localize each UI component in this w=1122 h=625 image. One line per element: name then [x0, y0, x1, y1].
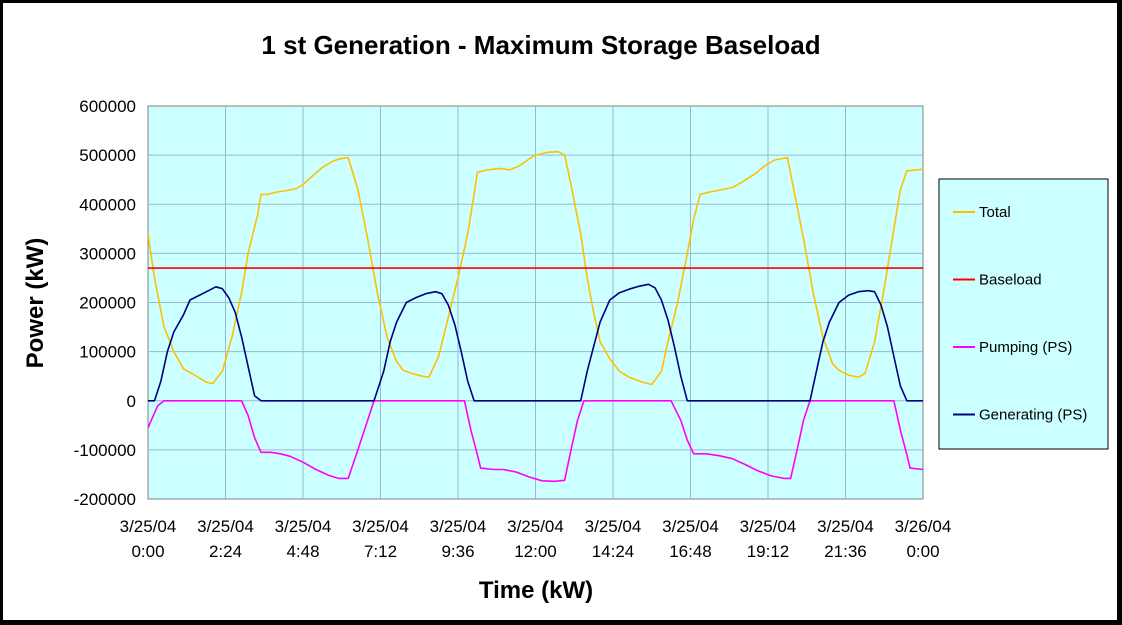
y-tick-label: 100000 — [79, 343, 136, 362]
x-tick-label: 3/25/04 7:12 — [352, 517, 409, 561]
y-axis-title: Power (kW) — [22, 238, 49, 369]
y-tick-label: 300000 — [79, 244, 136, 263]
legend-box — [938, 178, 1109, 450]
x-tick-label: 3/25/04 19:12 — [740, 517, 797, 561]
x-tick-label: 3/25/04 2:24 — [197, 517, 254, 561]
legend-label: Generating (PS) — [979, 407, 1087, 424]
y-tick-label: 0 — [127, 392, 136, 411]
y-tick-label: 200000 — [79, 294, 136, 313]
x-tick-label: 3/25/04 0:00 — [120, 517, 177, 561]
legend-label: Pumping (PS) — [979, 339, 1072, 356]
legend-label: Baseload — [979, 272, 1042, 289]
series-line-pumping-ps — [148, 399, 923, 483]
x-tick-label: 3/25/04 12:00 — [507, 517, 564, 561]
x-axis-title: Time (kW) — [479, 577, 593, 604]
y-tick-label: 500000 — [79, 146, 136, 165]
chart: 1 st Generation - Maximum Storage Baselo… — [22, 30, 1109, 604]
x-tick-label: 3/26/04 0:00 — [895, 517, 952, 561]
legend-label: Total — [979, 204, 1011, 221]
x-tick-label: 3/25/04 16:48 — [662, 517, 719, 561]
x-tick-label: 3/25/04 4:48 — [275, 517, 332, 561]
series-layer — [148, 150, 923, 483]
chart-title: 1 st Generation - Maximum Storage Baselo… — [261, 30, 820, 60]
chart-frame: 1 st Generation - Maximum Storage Baselo… — [3, 3, 1117, 620]
y-tick-label: 400000 — [79, 195, 136, 214]
series-line-generating-ps — [148, 283, 923, 402]
x-tick-label: 3/25/04 21:36 — [817, 517, 874, 561]
x-tick-labels: 3/25/04 0:00 3/25/04 2:24 3/25/04 4:48 3/25/04… — [120, 517, 952, 561]
y-tick-label: -100000 — [74, 441, 136, 460]
x-tick-label: 3/25/04 14:24 — [585, 517, 642, 561]
x-tick-label: 3/25/04 9:36 — [430, 517, 487, 561]
y-tick-label: 600000 — [79, 97, 136, 116]
series-line-total — [148, 150, 923, 386]
legend: Total Baseload Pumping (PS) Generating (PS) — [938, 178, 1109, 450]
y-tick-label: -200000 — [74, 490, 136, 509]
y-tick-labels: 600000 500000 400000 300000 200000 100000 0 -10… — [74, 97, 136, 509]
